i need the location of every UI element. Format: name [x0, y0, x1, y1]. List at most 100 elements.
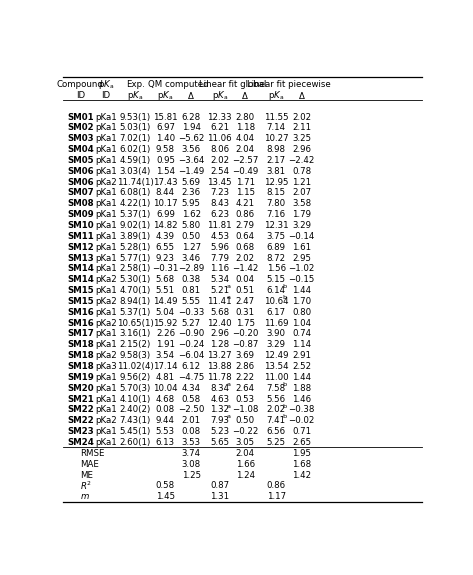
Text: −0.33: −0.33 [178, 308, 204, 317]
Text: 12.95: 12.95 [264, 178, 289, 187]
Text: 6.12: 6.12 [182, 362, 201, 371]
Text: 3.46: 3.46 [182, 254, 201, 263]
Text: 3.05: 3.05 [236, 438, 255, 447]
Text: 5.25: 5.25 [267, 438, 286, 447]
Text: 2.15(2): 2.15(2) [120, 340, 151, 350]
Text: p$K_\mathregular{a}$: p$K_\mathregular{a}$ [268, 89, 284, 102]
Text: 0.81: 0.81 [182, 286, 201, 295]
Text: 2.02: 2.02 [292, 113, 311, 121]
Text: −0.15: −0.15 [289, 275, 315, 284]
Text: 0.58: 0.58 [156, 481, 175, 490]
Text: 0.58: 0.58 [182, 394, 201, 404]
Text: −0.90: −0.90 [178, 329, 204, 339]
Text: 4.70(1): 4.70(1) [120, 286, 151, 295]
Text: 3.16(1): 3.16(1) [120, 329, 151, 339]
Text: 6.02(1): 6.02(1) [120, 145, 151, 154]
Text: pKa2: pKa2 [95, 297, 117, 306]
Text: p$K_\mathregular{a}$: p$K_\mathregular{a}$ [158, 89, 174, 102]
Text: −1.42: −1.42 [232, 264, 259, 273]
Text: pKa1: pKa1 [95, 254, 117, 263]
Text: 1.68: 1.68 [292, 459, 311, 469]
Text: 6.55: 6.55 [156, 243, 175, 252]
Text: 9.02(1): 9.02(1) [120, 221, 151, 230]
Text: pKa1: pKa1 [95, 189, 117, 197]
Text: a: a [226, 404, 230, 409]
Text: 13.88: 13.88 [207, 362, 232, 371]
Text: 0.50: 0.50 [182, 232, 201, 241]
Text: 5.96: 5.96 [210, 243, 229, 252]
Text: SM17: SM17 [67, 329, 94, 339]
Text: 3.75: 3.75 [267, 232, 286, 241]
Text: 3.03(4): 3.03(4) [120, 167, 151, 176]
Text: 4.53: 4.53 [210, 232, 229, 241]
Text: 4.34: 4.34 [182, 384, 201, 393]
Text: 2.04: 2.04 [236, 145, 255, 154]
Text: Exp.: Exp. [126, 80, 145, 89]
Text: 5.28(1): 5.28(1) [120, 243, 151, 252]
Text: −0.24: −0.24 [178, 340, 204, 350]
Text: 10.64: 10.64 [264, 297, 289, 306]
Text: 6.08(1): 6.08(1) [120, 189, 151, 197]
Text: SM04: SM04 [67, 145, 94, 154]
Text: 11.55: 11.55 [264, 113, 289, 121]
Text: 6.13: 6.13 [156, 438, 175, 447]
Text: 1.66: 1.66 [236, 459, 255, 469]
Text: SM20: SM20 [67, 384, 94, 393]
Text: 0.86: 0.86 [236, 210, 255, 219]
Text: 9.53(1): 9.53(1) [120, 113, 151, 121]
Text: a: a [226, 382, 230, 387]
Text: Compound: Compound [57, 80, 104, 89]
Text: 3.69: 3.69 [236, 351, 255, 360]
Text: 1.46: 1.46 [292, 394, 311, 404]
Text: 1.42: 1.42 [292, 470, 311, 480]
Text: 3.56: 3.56 [182, 145, 201, 154]
Text: b: b [283, 404, 287, 409]
Text: 7.02(1): 7.02(1) [120, 134, 151, 143]
Text: 5.27: 5.27 [182, 319, 201, 328]
Text: 5.68: 5.68 [156, 275, 175, 284]
Text: 1.14: 1.14 [292, 340, 311, 350]
Text: 7.43(1): 7.43(1) [120, 416, 151, 426]
Text: −6.04: −6.04 [178, 351, 204, 360]
Text: 2.95: 2.95 [292, 254, 311, 263]
Text: 8.44: 8.44 [156, 189, 175, 197]
Text: $\Delta$: $\Delta$ [241, 90, 249, 101]
Text: pKa1: pKa1 [95, 286, 117, 295]
Text: −0.87: −0.87 [232, 340, 259, 350]
Text: $\Delta$: $\Delta$ [298, 90, 306, 101]
Text: RMSE: RMSE [80, 449, 105, 458]
Text: −0.20: −0.20 [232, 329, 259, 339]
Text: 5.68: 5.68 [210, 308, 229, 317]
Text: 1.44: 1.44 [292, 373, 311, 382]
Text: 1.25: 1.25 [182, 470, 201, 480]
Text: 10.04: 10.04 [153, 384, 178, 393]
Text: pKa1: pKa1 [95, 427, 117, 436]
Text: SM08: SM08 [67, 200, 94, 208]
Text: 11.81: 11.81 [207, 221, 232, 230]
Text: 0.64: 0.64 [236, 232, 255, 241]
Text: 0.71: 0.71 [292, 427, 311, 436]
Text: SM14: SM14 [67, 264, 94, 273]
Text: 5.53: 5.53 [156, 427, 175, 436]
Text: 15.81: 15.81 [153, 113, 178, 121]
Text: 0.87: 0.87 [210, 481, 229, 490]
Text: SM23: SM23 [67, 427, 94, 436]
Text: 4.63: 4.63 [210, 394, 229, 404]
Text: 1.16: 1.16 [210, 264, 229, 273]
Text: 0.31: 0.31 [236, 308, 255, 317]
Text: 0.51: 0.51 [236, 286, 255, 295]
Text: 2.01: 2.01 [182, 416, 201, 426]
Text: pKa2: pKa2 [95, 416, 117, 426]
Text: 6.56: 6.56 [267, 427, 286, 436]
Text: b: b [283, 284, 287, 289]
Text: 1.44: 1.44 [292, 286, 311, 295]
Text: 2.96: 2.96 [210, 329, 229, 339]
Text: 11.69: 11.69 [264, 319, 289, 328]
Text: Linear fit global: Linear fit global [199, 80, 266, 89]
Text: p$K_\mathregular{a}$: p$K_\mathregular{a}$ [127, 89, 143, 102]
Text: −1.49: −1.49 [178, 167, 204, 176]
Text: a: a [226, 284, 230, 289]
Text: 5.37(1): 5.37(1) [120, 210, 151, 219]
Text: 3.89(1): 3.89(1) [120, 232, 151, 241]
Text: pKa1: pKa1 [95, 405, 117, 415]
